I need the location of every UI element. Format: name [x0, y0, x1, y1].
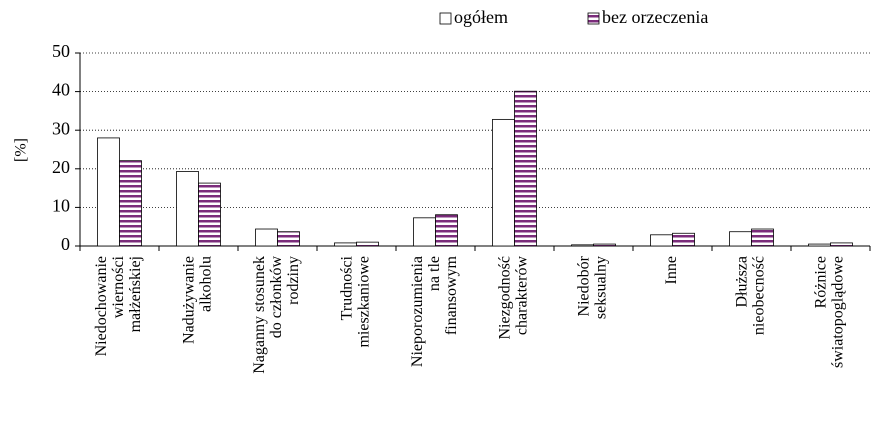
- bar: [830, 242, 853, 247]
- bar: [650, 234, 673, 247]
- bar: [277, 231, 300, 247]
- legend-label: bez orzeczenia: [602, 7, 708, 27]
- bar: [729, 231, 752, 247]
- x-tick-label: Różnice: [813, 256, 830, 308]
- x-tick-label: Inne: [663, 256, 680, 284]
- x-tick-label: rodziny: [285, 256, 302, 305]
- legend-swatch: [587, 12, 600, 25]
- bar: [751, 228, 774, 247]
- x-tick-label: Niedobór: [576, 255, 593, 316]
- legend-label: ogółem: [454, 7, 508, 27]
- x-tick-label: światopoglądowe: [830, 256, 847, 368]
- bar: [808, 243, 831, 247]
- bar: [198, 182, 221, 247]
- x-tick-label: do członków: [268, 256, 285, 339]
- x-tick-label: mieszkaniowe: [356, 256, 373, 348]
- x-tick-label: Niezgodność: [497, 256, 514, 340]
- bar: [672, 232, 695, 247]
- x-tick-label: wierności: [110, 255, 127, 318]
- bar: [97, 137, 120, 247]
- x-tick-label: alkoholu: [198, 256, 215, 312]
- bar: [334, 242, 357, 247]
- bar: [514, 90, 537, 247]
- bar: [176, 171, 199, 247]
- bar: [571, 244, 594, 247]
- y-tick-label: 30: [52, 118, 70, 138]
- x-tick-label: charakterów: [514, 256, 531, 336]
- x-tick-label: finansowym: [443, 255, 460, 335]
- y-tick-label: 10: [52, 196, 70, 216]
- y-tick-label: 40: [52, 80, 70, 100]
- x-tick-label: małżeńskiej: [127, 256, 144, 332]
- x-tick-label: Niedochowanie: [93, 256, 110, 356]
- y-tick-label: 0: [61, 234, 70, 254]
- x-tick-label: Nieporozumienia: [409, 256, 426, 367]
- x-tick-label: nieobecność: [751, 256, 768, 335]
- bar: [255, 228, 278, 247]
- y-axis-label: [%]: [13, 138, 30, 162]
- bar: [413, 217, 436, 247]
- x-tick-label: Naganny stosunek: [251, 256, 268, 374]
- legend-swatch: [439, 12, 452, 25]
- y-tick-label: 20: [52, 157, 70, 177]
- bar: [492, 118, 515, 247]
- x-tick-label: Dłuższa: [734, 256, 751, 308]
- x-tick-label: Trudności: [339, 255, 356, 320]
- x-tick-label: na tle: [426, 256, 443, 291]
- bar: [435, 214, 458, 247]
- bar: [593, 243, 616, 247]
- bar: [356, 241, 379, 247]
- bar: [119, 160, 142, 247]
- x-tick-label: Nadużywanie: [181, 256, 198, 344]
- y-tick-label: 50: [52, 41, 70, 61]
- x-tick-label: seksualny: [593, 256, 610, 319]
